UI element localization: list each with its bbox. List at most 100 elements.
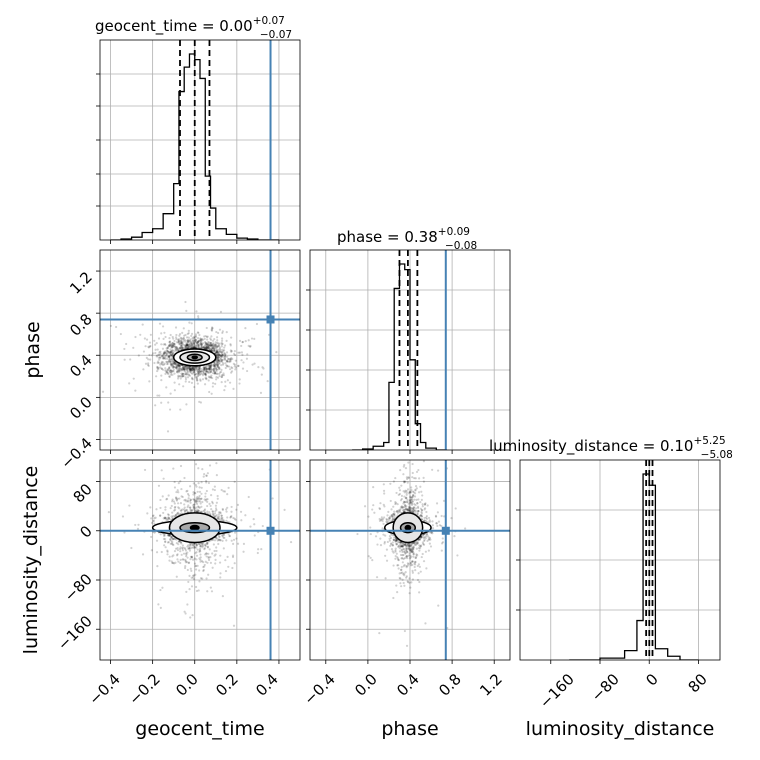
scatter-point	[211, 488, 215, 491]
scatter-point	[181, 558, 184, 561]
scatter-point	[190, 371, 193, 374]
scatter-point	[173, 366, 177, 369]
scatter-point	[165, 498, 168, 501]
scatter-point	[214, 363, 218, 366]
scatter-point	[205, 326, 208, 330]
scatter-point	[224, 366, 227, 370]
scatter-point	[180, 341, 183, 344]
scatter-point	[195, 546, 198, 549]
scatter-point	[172, 543, 175, 547]
scatter-point	[185, 367, 188, 370]
scatter-point	[249, 344, 252, 348]
scatter-point	[247, 344, 250, 347]
scatter-point	[201, 374, 205, 377]
scatter-point	[219, 572, 222, 575]
scatter-point	[179, 541, 182, 544]
scatter-point	[193, 335, 196, 338]
scatter-point	[203, 565, 206, 568]
scatter-point	[169, 362, 173, 366]
scatter-point	[170, 536, 173, 539]
scatter-point	[209, 364, 212, 367]
scatter-point	[178, 340, 181, 343]
scatter-point	[164, 369, 167, 372]
scatter-point	[181, 346, 185, 349]
scatter-point	[183, 334, 186, 337]
scatter-point	[200, 497, 203, 500]
scatter-point	[192, 367, 196, 370]
scatter-point	[216, 497, 219, 500]
scatter-point	[420, 511, 423, 514]
scatter-point	[182, 336, 185, 340]
scatter-point	[161, 495, 164, 498]
scatter-point	[194, 509, 197, 512]
scatter-point	[203, 373, 207, 376]
scatter-point	[175, 370, 179, 374]
scatter-point	[195, 589, 199, 593]
scatter-point	[168, 367, 171, 370]
scatter-point	[209, 512, 212, 516]
scatter-point	[177, 491, 180, 494]
scatter-point	[167, 513, 170, 517]
scatter-point	[153, 522, 156, 525]
scatter-point	[174, 505, 177, 509]
scatter-point	[183, 503, 186, 506]
scatter-point	[205, 577, 208, 580]
scatter-point	[195, 338, 198, 342]
scatter-point	[190, 576, 193, 579]
scatter-point	[204, 499, 207, 502]
scatter-point	[180, 344, 183, 347]
scatter-point	[192, 504, 195, 507]
scatter-point	[225, 339, 228, 342]
scatter-point	[207, 368, 211, 371]
scatter-point	[228, 381, 232, 384]
scatter-point	[191, 337, 194, 340]
scatter-point	[179, 541, 183, 544]
scatter-point	[221, 354, 224, 357]
scatter-point	[200, 544, 203, 548]
scatter-point	[206, 541, 209, 544]
scatter-point	[166, 553, 169, 556]
scatter-point	[171, 500, 174, 503]
scatter-point	[192, 369, 195, 372]
scatter-point	[199, 543, 202, 546]
scatter-point	[240, 519, 243, 522]
scatter-point	[253, 534, 256, 537]
scatter-point	[191, 366, 194, 370]
scatter-point	[177, 365, 181, 368]
scatter-point	[195, 375, 198, 379]
scatter-point	[170, 363, 173, 366]
scatter-point	[170, 344, 173, 347]
scatter-point	[187, 547, 190, 550]
scatter-point	[229, 349, 232, 352]
scatter-point	[216, 363, 219, 367]
y-tick-label: 0.0	[66, 393, 96, 423]
scatter-point	[223, 490, 227, 493]
scatter-point	[198, 400, 201, 403]
scatter-point	[175, 362, 178, 365]
scatter-point	[217, 353, 220, 356]
scatter-point	[188, 366, 191, 370]
scatter-point	[173, 362, 176, 365]
scatter-point	[187, 374, 191, 377]
scatter-point	[209, 370, 213, 374]
truth-marker	[266, 315, 275, 324]
scatter-point	[164, 537, 167, 541]
scatter-point	[159, 533, 162, 536]
scatter-point	[204, 343, 207, 346]
scatter-point	[425, 517, 429, 520]
scatter-point	[195, 509, 198, 512]
scatter-point	[221, 363, 225, 366]
scatter-point	[192, 346, 195, 349]
scatter-point	[181, 547, 184, 550]
scatter-point	[222, 349, 225, 353]
scatter-point	[261, 524, 264, 528]
scatter-point	[169, 360, 172, 363]
histogram-bar	[373, 446, 384, 450]
scatter-point	[393, 514, 396, 517]
histogram-bar	[174, 184, 179, 240]
scatter-point	[185, 560, 189, 564]
scatter-point	[204, 373, 207, 376]
scatter-point	[184, 509, 187, 512]
scatter-point	[189, 450, 191, 452]
scatter-point	[205, 498, 208, 501]
